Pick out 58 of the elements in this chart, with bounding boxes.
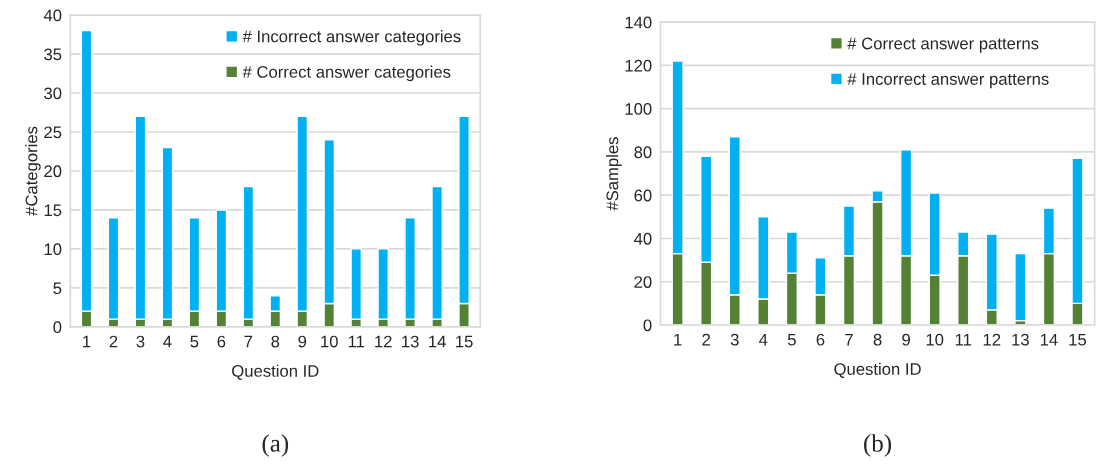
x-tick-label: 13 (1012, 333, 1029, 346)
legend-label: # Correct answer categories (242, 65, 451, 82)
y-tick-label: 15 (44, 204, 62, 217)
x-tick-label: 6 (816, 333, 825, 346)
legend-label: # Incorrect answer categories (242, 30, 461, 46)
y-tick-label: 40 (43, 9, 62, 22)
x-tick-label: 3 (730, 333, 739, 346)
x-tick-label: 7 (244, 335, 253, 348)
x-tick-label: 4 (759, 333, 768, 346)
y-tick-label: 40 (634, 232, 652, 245)
y-tick-label: 5 (53, 282, 62, 295)
y-tick-label: 30 (44, 87, 62, 100)
x-tick-label: 1 (83, 335, 91, 348)
text: (a) (262, 434, 289, 457)
x-tick-label: 13 (402, 335, 419, 348)
x-tick-label: 10 (321, 335, 338, 348)
y-tick-label: 100 (625, 103, 652, 115)
x-tick-label: 12 (983, 333, 1001, 346)
y-tick-label: 20 (634, 276, 652, 288)
legend-label: # Incorrect answer patterns (847, 73, 1049, 89)
x-tick-label: 5 (190, 335, 199, 348)
x-axis-title: Question ID (834, 362, 921, 378)
x-tick-label: 5 (787, 333, 796, 346)
x-tick-label: 2 (702, 333, 710, 346)
x-tick-label: 8 (873, 333, 882, 346)
x-tick-label: 11 (955, 333, 972, 346)
y-tick-label: 0 (643, 319, 652, 332)
x-tick-label: 8 (271, 335, 280, 348)
x-tick-label: 10 (926, 333, 944, 346)
x-tick-label: 14 (1040, 333, 1058, 346)
x-tick-label: 6 (217, 335, 226, 348)
x-tick-label: 12 (375, 335, 392, 348)
x-tick-label: 2 (109, 335, 118, 348)
x-tick-label: 7 (845, 333, 853, 346)
y-tick-label: 25 (44, 126, 62, 139)
bar (1014, 252, 1027, 322)
x-tick-label: 11 (348, 335, 365, 348)
x-tick-label: 3 (136, 335, 145, 348)
x-tick-label: 14 (429, 335, 446, 348)
y-tick-label: 35 (44, 48, 62, 61)
y-tick-label: 10 (44, 243, 62, 256)
x-tick-label: 4 (163, 335, 172, 348)
y-axis-title: #Samples (606, 137, 622, 211)
x-tick-label: 1 (674, 333, 682, 346)
legend-label: # Correct answer patterns (847, 37, 1039, 53)
y-tick-label: 80 (634, 146, 652, 159)
x-tick-label: 15 (456, 335, 473, 348)
y-tick-label: 0 (53, 321, 62, 334)
y-tick-label: 120 (625, 59, 652, 72)
y-tick-label: 20 (44, 165, 62, 178)
x-axis-title: Question ID (232, 364, 319, 380)
y-tick-label: 140 (625, 16, 652, 29)
x-tick-label: 9 (298, 335, 307, 348)
y-tick-label: 60 (634, 189, 652, 202)
x-tick-label: 15 (1069, 333, 1087, 346)
y-axis-title: #Categories (25, 126, 41, 216)
text: (b) (864, 434, 892, 457)
x-tick-label: 9 (902, 333, 910, 346)
